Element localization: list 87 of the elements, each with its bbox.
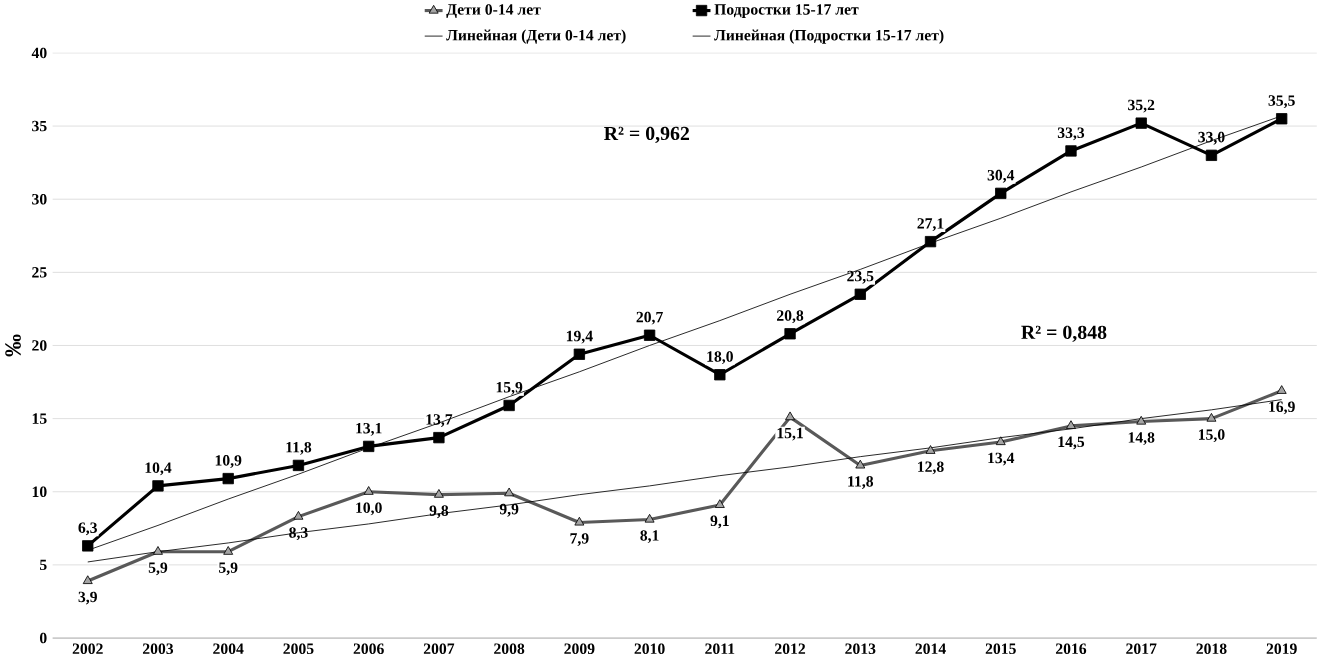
data-label: 19,4 bbox=[566, 330, 593, 344]
x-tick-label: 2017 bbox=[1126, 643, 1157, 654]
annotation: R² = 0,848 bbox=[1021, 325, 1107, 342]
x-tick-label: 2012 bbox=[775, 643, 806, 654]
data-label: 23,5 bbox=[847, 270, 874, 284]
point bbox=[643, 329, 656, 341]
point bbox=[924, 235, 937, 248]
point bbox=[433, 431, 445, 444]
y-tick-label: 40 bbox=[31, 47, 47, 59]
x-tick-label: 2005 bbox=[283, 643, 314, 654]
x-tick-label: 2002 bbox=[72, 643, 103, 654]
data-label: 30,4 bbox=[987, 169, 1015, 183]
point bbox=[1205, 149, 1218, 161]
data-label: 5,9 bbox=[219, 562, 238, 576]
x-tick-label: 2008 bbox=[494, 643, 525, 654]
x-tick-label: 2011 bbox=[705, 643, 735, 654]
data-label: 20,8 bbox=[777, 310, 804, 323]
x-tick-label: 2016 bbox=[1055, 643, 1087, 654]
data-label: 15,1 bbox=[777, 427, 803, 441]
x-tick-label: 2014 bbox=[915, 643, 946, 654]
annotation: R² = 0,962 bbox=[604, 126, 690, 143]
point bbox=[1065, 145, 1077, 157]
point bbox=[292, 459, 305, 471]
legend-label: Дети 0-14 лет bbox=[446, 4, 541, 18]
legend-label: Линейная (Подростки 15-17 лет) bbox=[714, 29, 944, 44]
y-tick-label: 25 bbox=[32, 266, 47, 278]
y-tick-label: 35 bbox=[32, 120, 47, 132]
data-label: 13,1 bbox=[356, 422, 382, 436]
legend-label: Линейная (Дети 0-14 лет) bbox=[446, 29, 626, 44]
data-label: 3,9 bbox=[78, 591, 97, 605]
data-label: 16,9 bbox=[1269, 401, 1295, 415]
data-label: 10,9 bbox=[215, 454, 242, 468]
data-label: 6,3 bbox=[78, 522, 97, 536]
data-label: 18,0 bbox=[707, 351, 733, 364]
data-label: 7,9 bbox=[570, 533, 589, 546]
data-label: 11,8 bbox=[286, 441, 312, 455]
point bbox=[503, 399, 515, 411]
data-label: 10,0 bbox=[356, 502, 382, 516]
x-tick-label: 2004 bbox=[213, 643, 244, 654]
data-label: 35,5 bbox=[1268, 95, 1295, 108]
x-tick-label: 2009 bbox=[564, 643, 595, 654]
point bbox=[222, 472, 234, 485]
x-tick-label: 2006 bbox=[353, 643, 384, 654]
x-tick-label: 2018 bbox=[1196, 643, 1227, 654]
x-tick-label: 2019 bbox=[1266, 643, 1297, 654]
data-label: 10,4 bbox=[145, 462, 172, 476]
point bbox=[1135, 117, 1147, 129]
data-label: 9,9 bbox=[499, 503, 519, 517]
point bbox=[854, 288, 866, 300]
x-tick-label: 2010 bbox=[634, 643, 665, 654]
point bbox=[573, 348, 586, 360]
y-tick-label: 15 bbox=[32, 413, 47, 424]
data-label: 35,2 bbox=[1128, 99, 1155, 113]
x-tick-label: 2015 bbox=[985, 643, 1016, 654]
point bbox=[784, 328, 796, 340]
x-tick-label: 2007 bbox=[423, 643, 455, 654]
data-label: 33,3 bbox=[1057, 127, 1085, 141]
data-label: 5,9 bbox=[148, 562, 168, 576]
data-label: 27,1 bbox=[917, 218, 944, 231]
data-label: 11,8 bbox=[848, 475, 874, 489]
y-axis-title: ‰ bbox=[5, 334, 21, 357]
data-label: 12,8 bbox=[918, 461, 944, 475]
point bbox=[82, 540, 94, 552]
data-label: 15,9 bbox=[496, 381, 523, 395]
y-tick-label: 30 bbox=[32, 193, 47, 205]
data-label: 13,4 bbox=[988, 452, 1015, 466]
point bbox=[995, 187, 1007, 199]
point bbox=[363, 440, 375, 452]
point bbox=[1276, 112, 1288, 125]
point bbox=[153, 545, 163, 555]
data-label: 33,0 bbox=[1198, 131, 1225, 145]
data-label: 20,7 bbox=[636, 311, 663, 325]
point bbox=[714, 368, 726, 381]
x-tick-label: 2003 bbox=[142, 643, 174, 654]
y-tick-label: 10 bbox=[32, 486, 47, 497]
data-label: 14,8 bbox=[1128, 432, 1155, 445]
y-tick-label: 5 bbox=[39, 559, 47, 570]
data-label: 15,0 bbox=[1199, 429, 1225, 442]
y-tick-label: 0 bbox=[39, 632, 47, 644]
x-tick-label: 2013 bbox=[845, 643, 876, 654]
data-label: 9,1 bbox=[710, 515, 729, 529]
y-tick-label: 20 bbox=[32, 340, 47, 351]
point bbox=[152, 480, 164, 492]
data-label: 14,5 bbox=[1058, 436, 1085, 450]
data-label: 13,7 bbox=[426, 414, 453, 427]
legend-label: Подростки 15-17 лет bbox=[714, 4, 859, 18]
data-label: 8,1 bbox=[640, 530, 659, 543]
